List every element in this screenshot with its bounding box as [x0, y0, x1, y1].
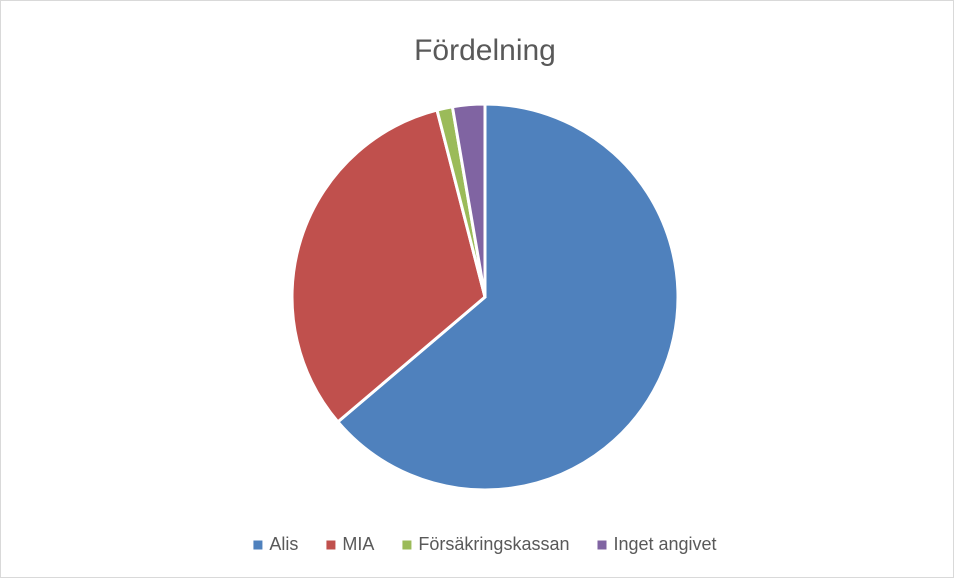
- pie-slice: [450, 102, 487, 298]
- legend-label: MIA: [342, 534, 374, 554]
- legend-label: Alis: [269, 534, 298, 554]
- legend-swatch: [326, 540, 336, 550]
- legend-swatch: [597, 540, 607, 550]
- legend-label: Inget angivet: [613, 534, 716, 554]
- chart-title: Fördelning: [414, 34, 556, 67]
- pie-slice: [290, 108, 487, 424]
- legend-swatch: [253, 540, 263, 550]
- legend-label: Försäkringskassan: [418, 534, 569, 554]
- legend-swatch: [402, 540, 412, 550]
- pie-slice: [335, 102, 680, 492]
